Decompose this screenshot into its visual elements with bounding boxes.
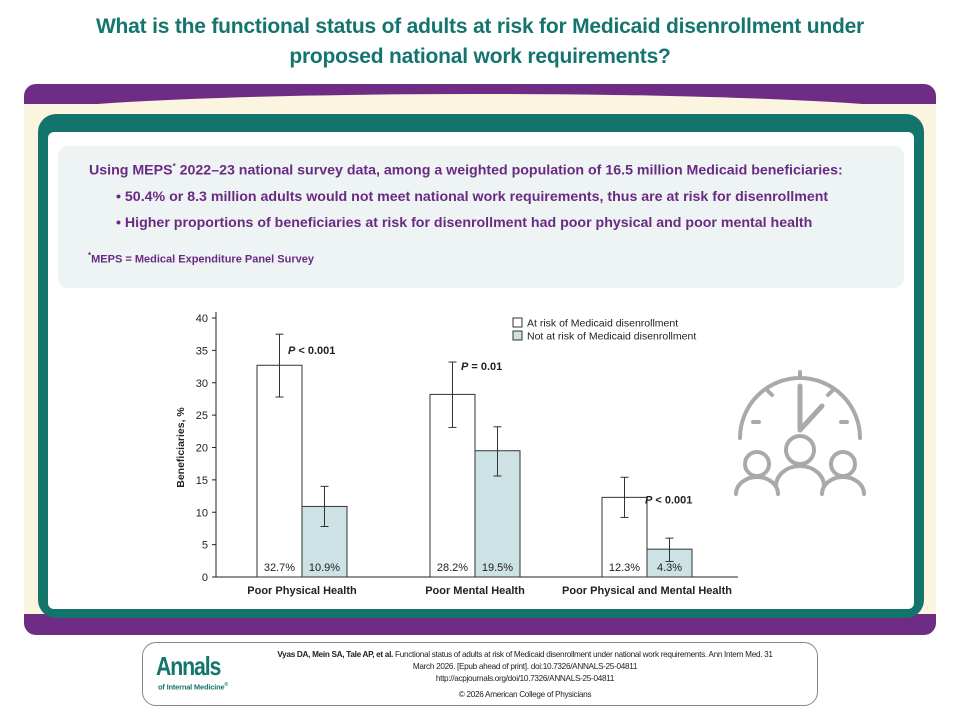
- data-label: 28.2%: [437, 562, 468, 574]
- summary-box: [58, 146, 904, 288]
- p-value-label: P < 0.001: [645, 494, 692, 506]
- citation-line-1-rest: Functional status of adults at risk of M…: [393, 650, 773, 659]
- journal-logo-sub-text: of Internal Medicine: [158, 682, 225, 692]
- p-value-text: < 0.001: [295, 345, 335, 357]
- p-value-letter: P: [645, 494, 653, 506]
- p-value-label: P < 0.001: [288, 345, 335, 357]
- bar-chart: 0 5 10 15 20 25 30 35 40 Beneficiaries, % 32.7% 10…: [175, 312, 738, 597]
- y-tick-label: 15: [196, 475, 208, 487]
- citation-doi-link[interactable]: http://acpjournals.org/doi/10.7326/ANNAL…: [435, 674, 615, 683]
- y-tick-label: 0: [202, 572, 208, 584]
- summary-intro-post: 2022–23 national survey data, among a we…: [175, 162, 843, 179]
- y-tick-label: 35: [196, 345, 208, 357]
- p-value-letter: P: [461, 361, 469, 373]
- footnote-sup: *: [88, 251, 92, 260]
- legend-swatch: [512, 330, 523, 341]
- y-tick-label: 30: [196, 378, 208, 390]
- y-axis-label: Beneficiaries, %: [175, 407, 187, 488]
- citation-box: [142, 642, 818, 706]
- journal-logo-subtitle: of Internal Medicine®: [158, 682, 228, 692]
- legend-swatch: [512, 317, 523, 328]
- data-label: 4.3%: [657, 562, 682, 574]
- x-category-label: Poor Physical Health: [247, 585, 357, 597]
- y-tick-label: 20: [196, 443, 208, 455]
- summary-intro-sup: *: [172, 162, 176, 171]
- title-line-2: proposed national work requirements?: [289, 45, 671, 68]
- data-label: 12.3%: [609, 562, 640, 574]
- journal-logo: Annals: [156, 651, 221, 681]
- p-value-letter: P: [288, 345, 296, 357]
- x-category-label: Poor Mental Health: [425, 585, 525, 597]
- citation-line-2: March 2026. [Epub ahead of print]. doi:1…: [412, 662, 638, 671]
- y-tick-label: 5: [202, 540, 208, 552]
- journal-logo-reg: ®: [224, 682, 228, 688]
- y-tick-label: 40: [196, 313, 208, 325]
- data-label: 10.9%: [309, 562, 340, 574]
- chart-axes: 0 5 10 15 20 25 30 35 40 Beneficiaries, %: [175, 312, 738, 584]
- footnote-text: MEPS = Medical Expenditure Panel Survey: [91, 253, 314, 266]
- citation-copyright: © 2026 American College of Physicians: [458, 690, 592, 699]
- summary-bullet-2: • Higher proportions of beneficiaries at…: [116, 215, 813, 231]
- p-value-text: = 0.01: [468, 361, 502, 373]
- footnote: *MEPS = Medical Expenditure Panel Survey: [88, 251, 314, 266]
- bar-at-risk: [256, 364, 303, 578]
- summary-intro: Using MEPS* 2022–23 national survey data…: [89, 162, 843, 179]
- title-line-1: What is the functional status of adults …: [95, 15, 865, 38]
- chart-bars: 32.7% 10.9% P < 0.001 Poor Physical Health 2…: [247, 333, 732, 597]
- y-tick-label: 10: [196, 507, 208, 519]
- summary-bullet-1: • 50.4% or 8.3 million adults would not …: [116, 189, 829, 205]
- clock-people-icon: [734, 370, 866, 496]
- page-title: What is the functional status of adults …: [60, 12, 900, 72]
- y-tick-label: 25: [196, 410, 208, 422]
- citation-authors: Vyas DA, Mein SA, Tale AP, et al.: [277, 650, 394, 659]
- x-category-label: Poor Physical and Mental Health: [562, 585, 732, 597]
- p-value-text: < 0.001: [652, 494, 692, 506]
- data-label: 32.7%: [264, 562, 295, 574]
- summary-intro-pre: Using MEPS: [89, 162, 173, 179]
- data-label: 19.5%: [482, 562, 513, 574]
- legend-label: Not at risk of Medicaid disenrollment: [527, 331, 696, 343]
- citation-line-1: Vyas DA, Mein SA, Tale AP, et al. Functi…: [236, 650, 814, 659]
- legend-label: At risk of Medicaid disenrollment: [527, 318, 678, 330]
- p-value-label: P = 0.01: [461, 361, 502, 373]
